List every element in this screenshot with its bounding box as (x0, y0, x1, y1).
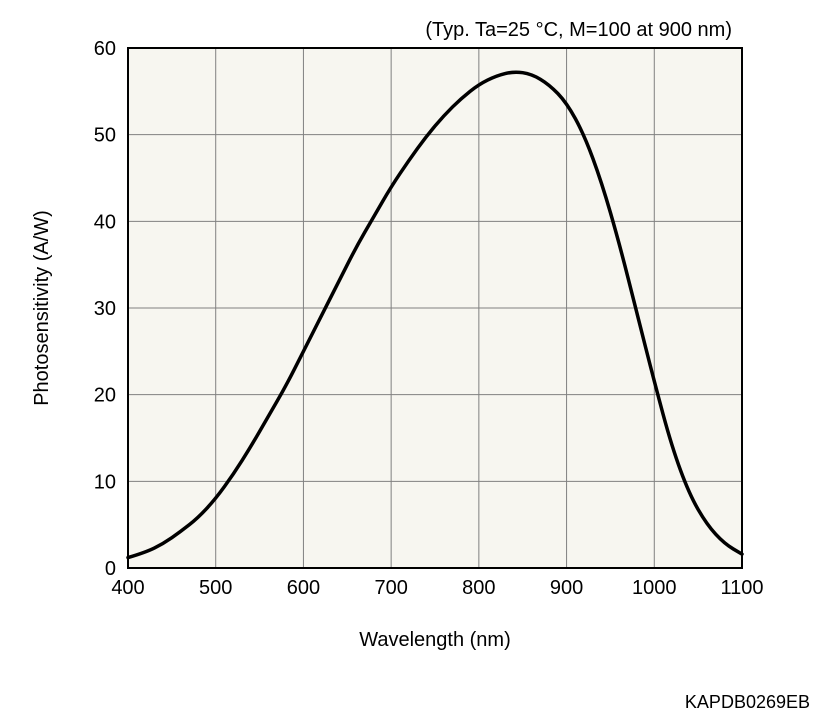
x-axis-label: Wavelength (nm) (359, 629, 511, 651)
y-tick-label: 50 (94, 125, 116, 147)
x-tick-label: 1100 (720, 577, 763, 599)
y-tick-label: 60 (94, 38, 116, 60)
chart-subtitle: (Typ. Ta=25 °C, M=100 at 900 nm) (425, 19, 732, 41)
y-tick-label: 20 (94, 385, 116, 407)
x-tick-label: 500 (199, 577, 232, 599)
x-tick-label: 700 (374, 577, 407, 599)
x-tick-label: 400 (111, 577, 144, 599)
x-tick-label: 900 (550, 577, 583, 599)
footer-code: KAPDB0269EB (685, 692, 810, 712)
x-tick-label: 600 (287, 577, 320, 599)
photosensitivity-chart: 400 500 600 700 800 900 1000 1100 0 10 20 30 40 50 60 (… (0, 0, 828, 723)
y-tick-label: 40 (94, 211, 116, 233)
y-tick-label: 10 (94, 471, 116, 493)
y-axis-label: Photosensitivity (A/W) (31, 210, 53, 406)
x-tick-label: 800 (462, 577, 495, 599)
x-tick-label: 1000 (632, 577, 677, 599)
y-tick-label: 30 (94, 298, 116, 320)
chart-container: 400 500 600 700 800 900 1000 1100 0 10 20 30 40 50 60 (… (0, 0, 828, 723)
y-tick-label: 0 (105, 558, 116, 580)
